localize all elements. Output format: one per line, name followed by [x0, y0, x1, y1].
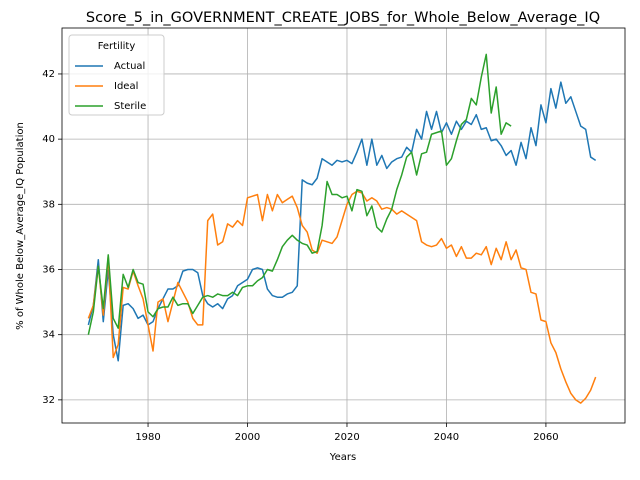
x-tick-label: 1980 [135, 432, 160, 443]
x-tick-label: 2060 [533, 432, 558, 443]
y-tick-label: 34 [42, 330, 55, 341]
y-tick-label: 36 [42, 264, 55, 275]
series-line [87, 53, 512, 335]
series-line [87, 190, 597, 404]
x-tick-label: 2000 [235, 432, 260, 443]
x-tick-label: 2040 [434, 432, 459, 443]
y-axis-label: % of Whole Below_Average_IQ Population [15, 122, 26, 330]
legend-label: Ideal [114, 81, 138, 92]
legend-box [68, 34, 165, 116]
chart-title: Score_5_in_GOVERNMENT_CREATE_JOBS_for_Wh… [86, 10, 600, 26]
legend-label: Actual [114, 61, 145, 72]
y-tick-label: 40 [42, 134, 55, 145]
y-tick-label: 32 [42, 395, 55, 406]
series-line [87, 81, 597, 362]
y-tick-label: 42 [42, 69, 55, 80]
legend-title: Fertility [98, 41, 136, 52]
x-axis-label: Years [329, 452, 356, 463]
x-tick-label: 2020 [334, 432, 359, 443]
y-tick-label: 38 [42, 199, 55, 210]
legend-label: Sterile [114, 101, 146, 112]
plot-frame [61, 27, 626, 424]
